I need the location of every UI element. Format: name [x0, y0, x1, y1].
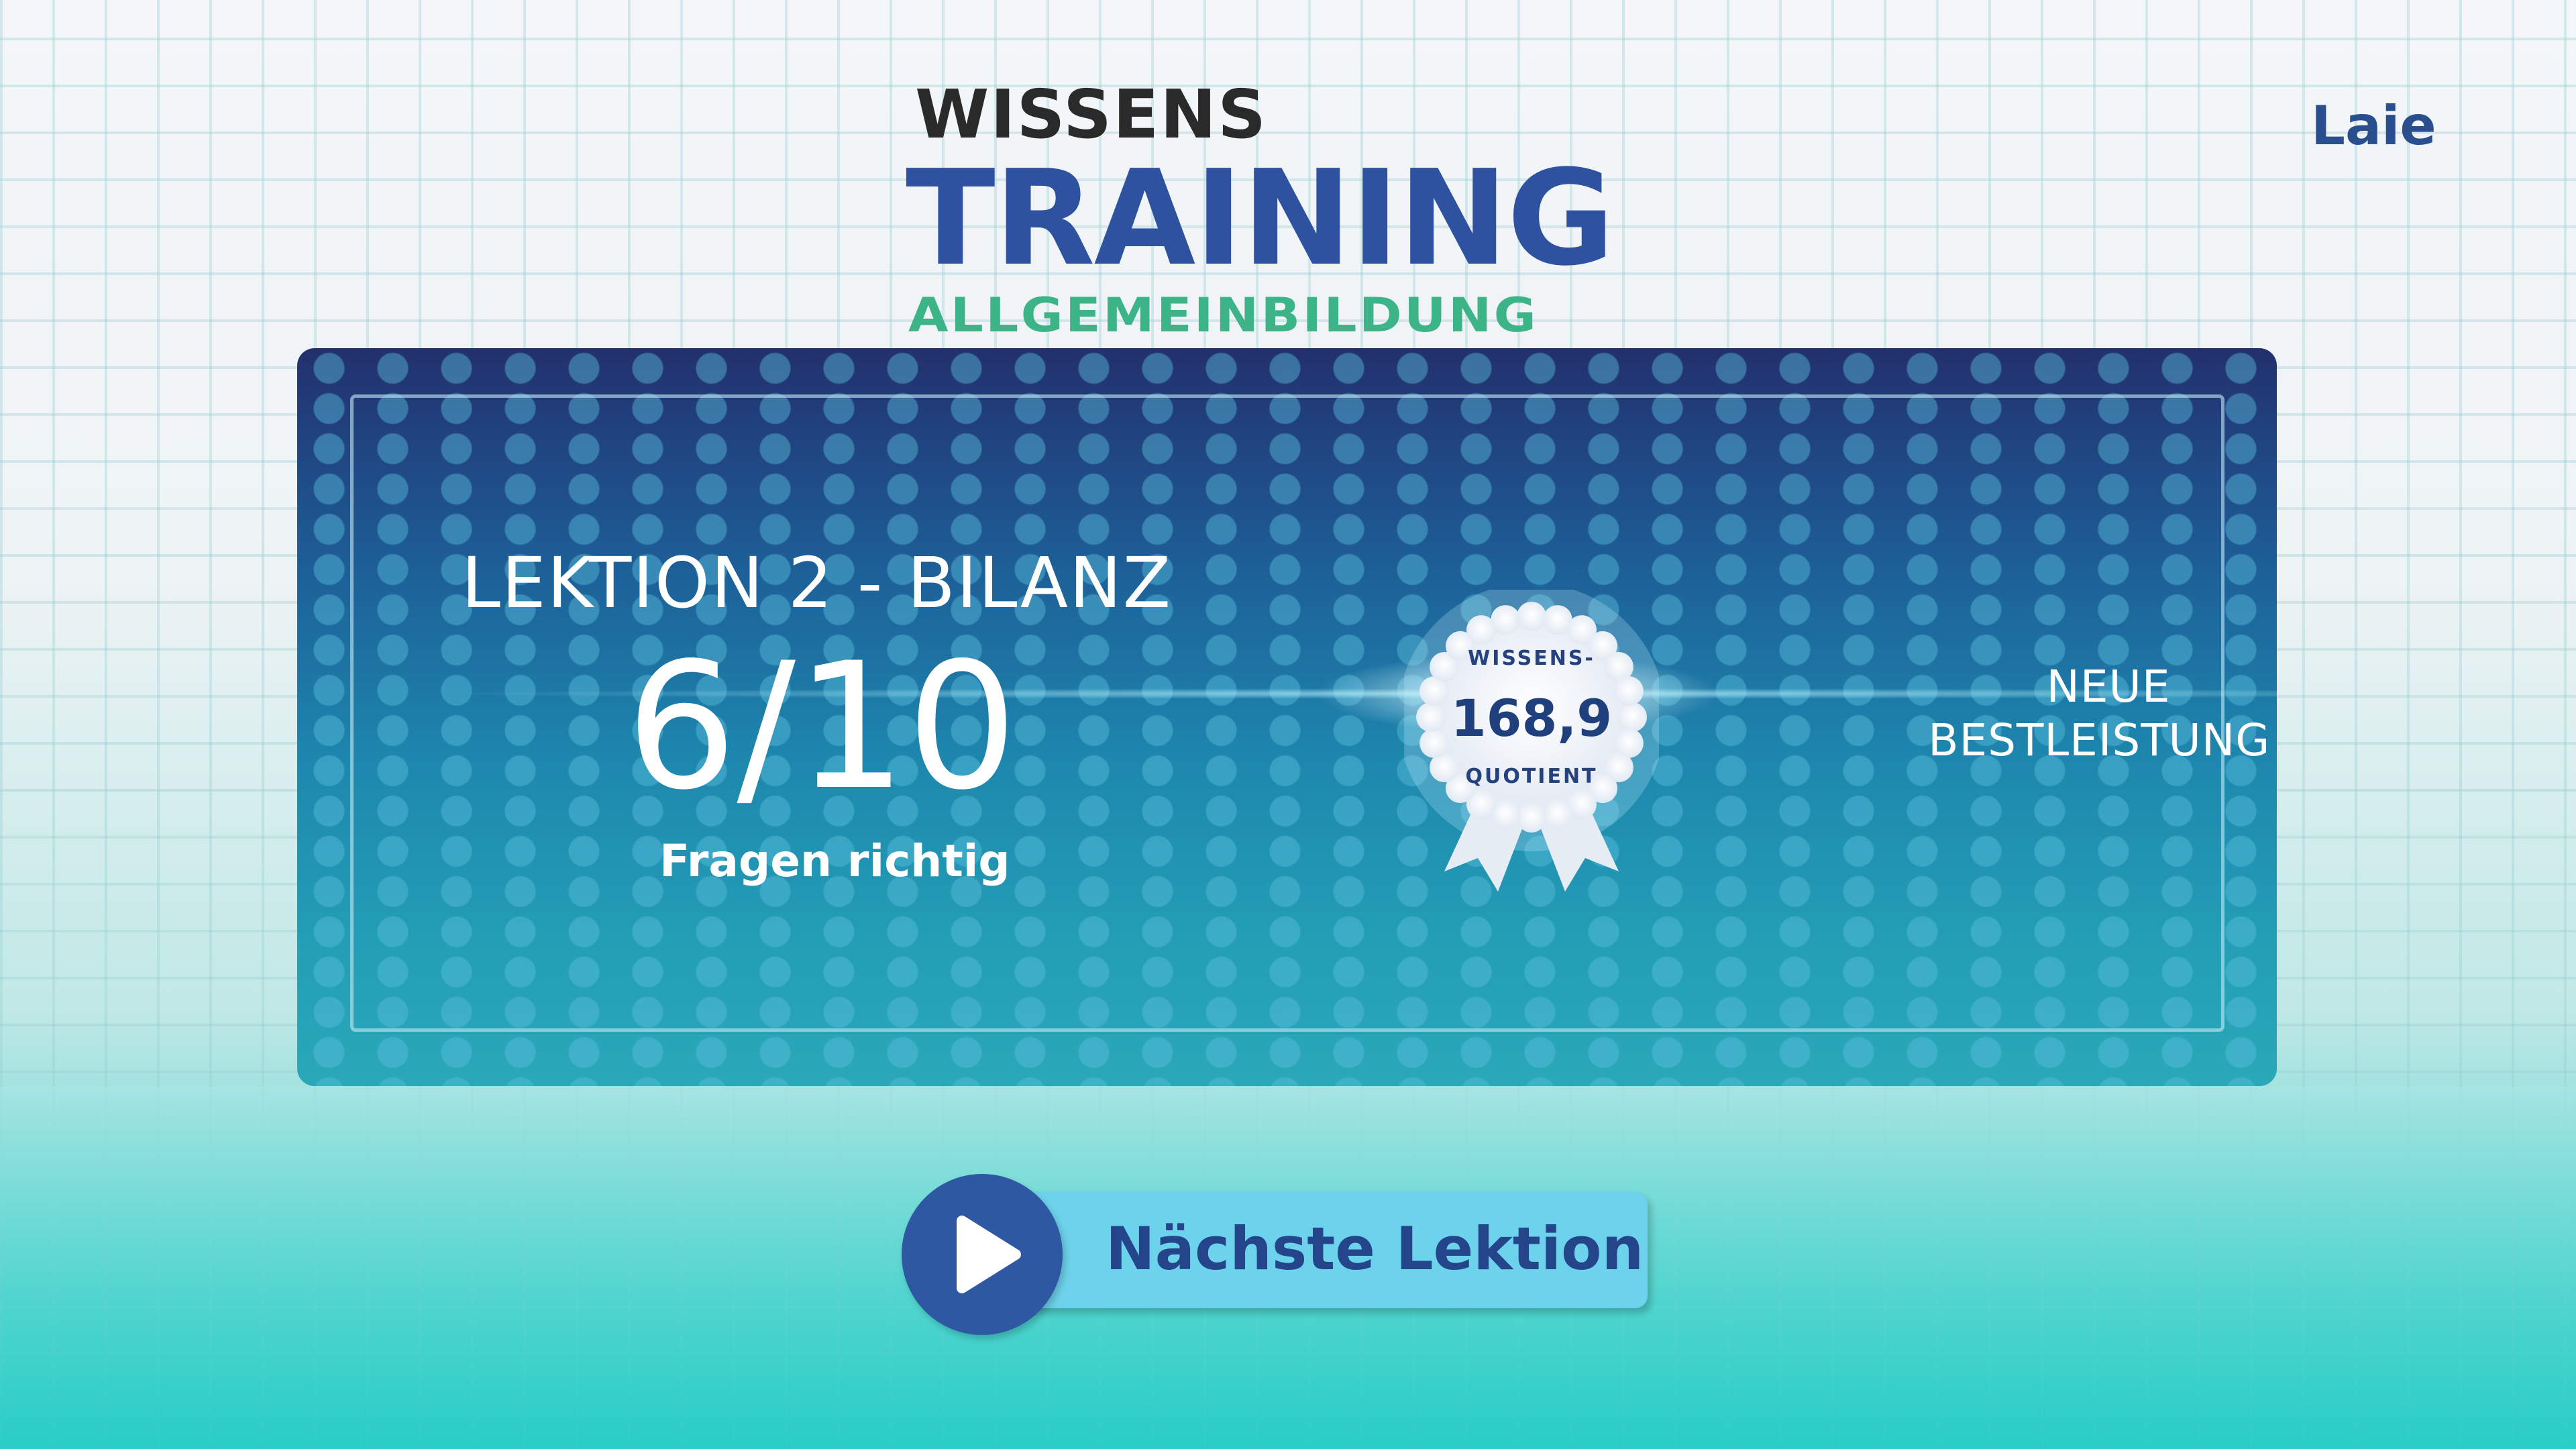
score-label: Fragen richtig — [659, 835, 1010, 887]
result-card: LEKTION 2 - BILANZ 6/10 Fragen richtig W… — [297, 348, 2277, 1086]
new-best-line1: NEUE — [2046, 661, 2171, 712]
new-best-label: NEUE BESTLEISTUNG! — [1773, 660, 2277, 767]
next-lesson-pill[interactable]: Nächste Lektion — [1016, 1191, 1648, 1308]
badge-value: 168,9 — [1451, 688, 1612, 748]
card-frame — [350, 394, 2224, 1032]
logo-allgemeinbildung: ALLGEMEINBILDUNG — [908, 288, 1539, 343]
next-lesson-button[interactable]: Nächste Lektion — [902, 1174, 1653, 1335]
score: 6/10 — [626, 626, 1018, 828]
new-best-line2: BESTLEISTUNG! — [1928, 714, 2277, 766]
badge-bottom-text: QUOTIENT — [1465, 765, 1597, 788]
badge-top-text: WISSENS- — [1468, 647, 1595, 670]
next-lesson-label: Nächste Lektion — [1106, 1214, 1644, 1283]
lesson-title: LEKTION 2 - BILANZ — [462, 542, 1173, 624]
play-button-circle[interactable] — [902, 1174, 1063, 1335]
play-icon — [957, 1216, 1021, 1293]
knowledge-quotient-badge: WISSENS- 168,9 QUOTIENT — [1404, 590, 1659, 892]
logo-training: TRAINING — [906, 142, 1615, 295]
rank-label: Laie — [2311, 95, 2436, 157]
logo-wissens: WISSENS — [915, 75, 1268, 154]
